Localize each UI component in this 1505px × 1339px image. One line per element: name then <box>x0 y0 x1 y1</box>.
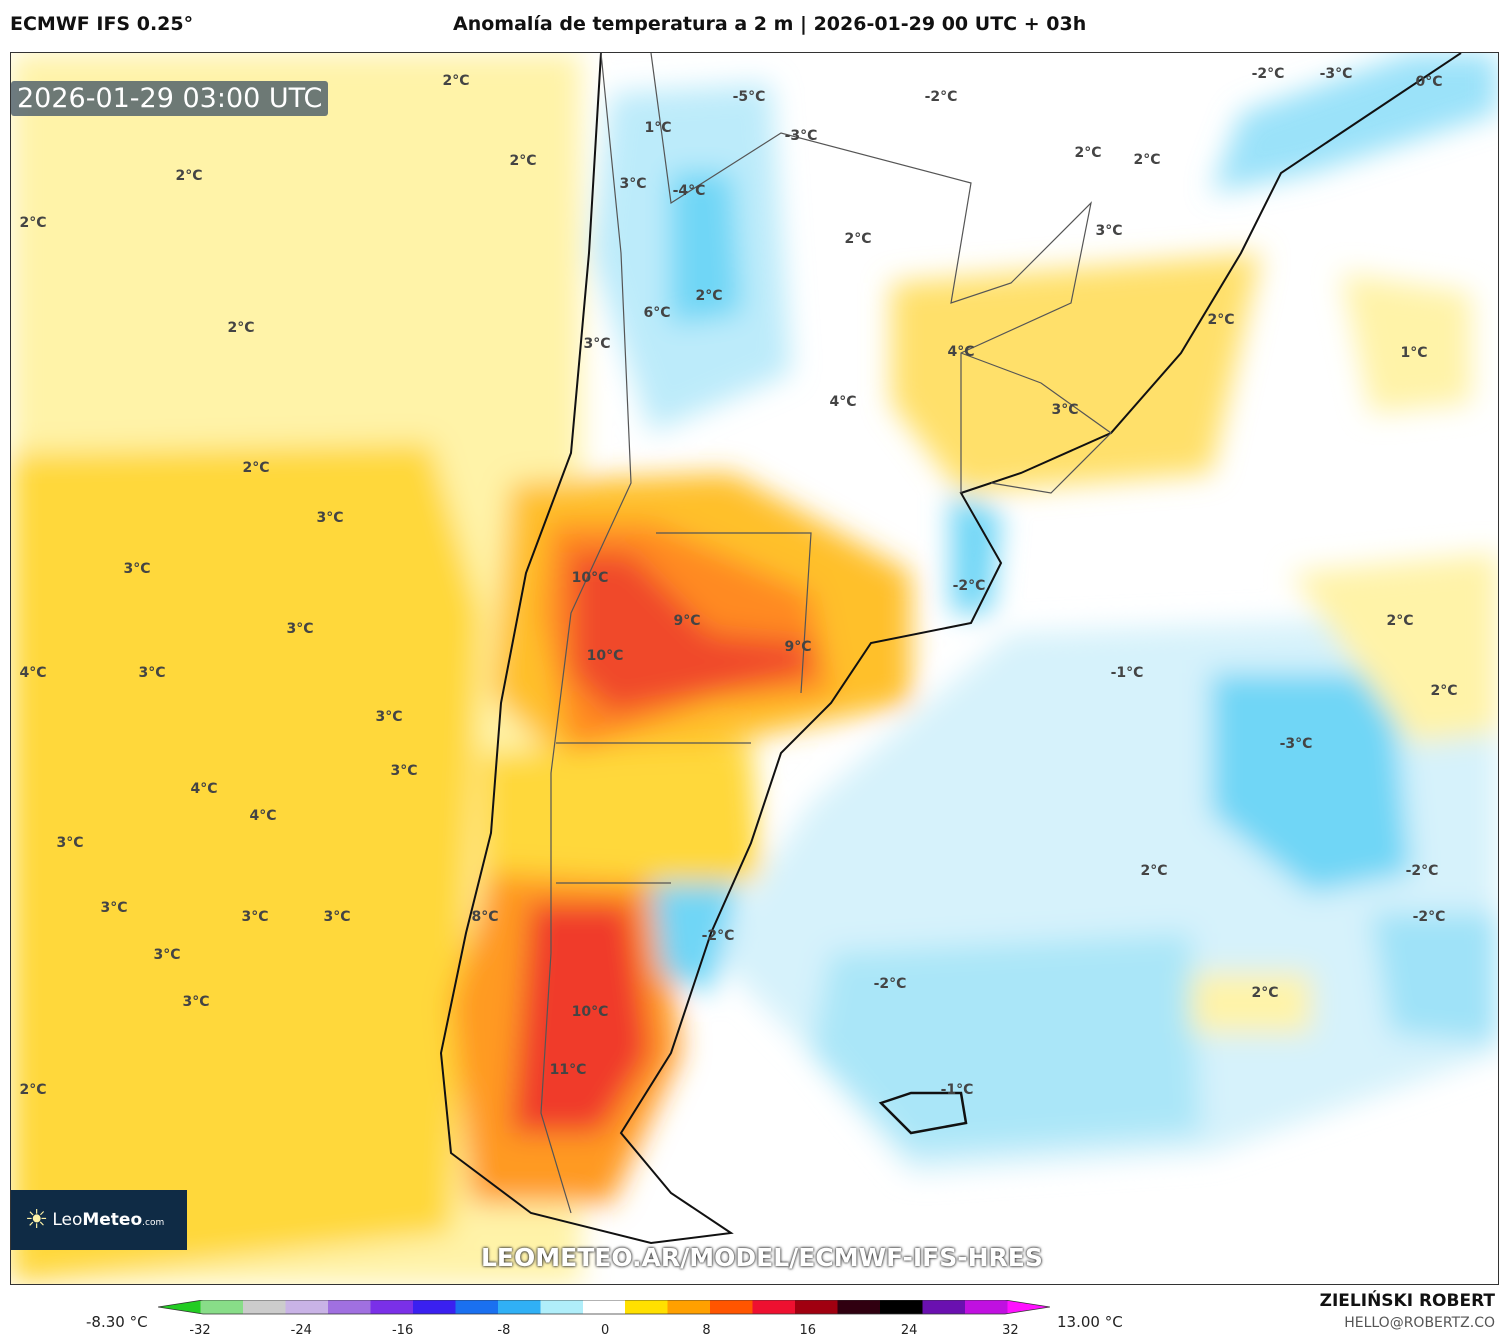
isotherm-label: 3°C <box>56 835 84 851</box>
isotherm-label: 2°C <box>1140 863 1168 879</box>
model-url-watermark: LEOMETEO.AR/MODEL/ECMWF-IFS-HRES <box>481 1243 1043 1272</box>
colorbar-tick: -24 <box>290 1323 312 1338</box>
borders <box>540 53 1112 1214</box>
isotherm-label: 3°C <box>182 994 210 1010</box>
valid-time-badge: 2026-01-29 03:00 UTC <box>11 81 329 116</box>
isotherm-label: -2°C <box>701 928 735 944</box>
isotherm-label: 3°C <box>390 763 418 779</box>
isotherm-label: 6°C <box>643 305 671 321</box>
isotherm-label: 10°C <box>571 570 609 586</box>
isotherm-label: 9°C <box>673 613 701 629</box>
isotherm-label: -5°C <box>732 89 766 105</box>
leometeo-logo[interactable]: ☀ Leo Meteo .com <box>11 1190 187 1250</box>
isotherm-label: 1°C <box>1400 345 1428 361</box>
isotherm-label: 2°C <box>1074 145 1102 161</box>
colorbar-tick: -32 <box>189 1323 211 1338</box>
isotherm-label: 4°C <box>947 344 975 360</box>
isotherm-label: 2°C <box>509 153 537 169</box>
isotherm-label: 8°C <box>471 909 499 925</box>
isotherm-label: 3°C <box>153 947 181 963</box>
colorbar-tick: -16 <box>391 1323 414 1338</box>
isotherm-label: 2°C <box>1251 985 1279 1001</box>
temperature-anomaly-map[interactable]: 2°C 2°C 2°C 2°C 2°C 2°C 3°C 3°C 3°C 4°C 3°C 3°C 3°C 4… <box>10 52 1499 1285</box>
isotherm-label: -2°C <box>952 578 986 594</box>
colorbar-min: -8.30 °C <box>86 1313 148 1331</box>
isotherm-label: 3°C <box>286 621 314 637</box>
isotherm-label: 3°C <box>1095 223 1123 239</box>
isotherm-label: 1°C <box>644 120 672 136</box>
isotherm-label: 3°C <box>316 510 344 526</box>
isotherm-label: 10°C <box>586 648 624 664</box>
isotherm-label: 2°C <box>1430 683 1458 699</box>
isotherm-label: 2°C <box>19 215 47 231</box>
isotherm-label: 2°C <box>1386 613 1414 629</box>
isotherm-label: 11°C <box>549 1062 587 1078</box>
map-title: Anomalía de temperatura a 2 m | 2026-01-… <box>453 13 1087 35</box>
isotherm-label: 3°C <box>100 900 128 916</box>
author: ZIELIŃSKI ROBERT <box>1319 1291 1495 1311</box>
isotherm-label: 2°C <box>1133 152 1161 168</box>
isotherm-label: 3°C <box>375 709 403 725</box>
colorbar-tick: 16 <box>799 1323 817 1338</box>
isotherm-label: 4°C <box>249 808 277 824</box>
colorbar <box>158 1300 1050 1315</box>
isotherm-label: 3°C <box>323 909 351 925</box>
isotherm-label: -4°C <box>672 183 706 199</box>
isotherm-label: -2°C <box>873 976 907 992</box>
isotherm-label: 3°C <box>1051 402 1079 418</box>
colorbar-tick: 8 <box>702 1323 711 1338</box>
isotherm-label: 3°C <box>619 176 647 192</box>
isotherm-label: -2°C <box>1405 863 1439 879</box>
isotherm-label: 3°C <box>138 665 166 681</box>
isotherm-label: 3°C <box>241 909 269 925</box>
map-shading <box>11 53 1498 1284</box>
isotherm-label: 3°C <box>123 561 151 577</box>
isotherm-label: 0°C <box>1415 74 1443 90</box>
colorbar-tick: 32 <box>1002 1323 1019 1338</box>
coastline <box>439 53 1462 1245</box>
isotherm-label: -3°C <box>1319 66 1353 82</box>
isotherm-label: 2°C <box>695 288 723 304</box>
isotherm-label: 2°C <box>227 320 255 336</box>
isotherm-label: 2°C <box>1207 312 1235 328</box>
isotherm-label: 2°C <box>242 460 270 476</box>
isotherm-label: -2°C <box>1251 66 1285 82</box>
isotherm-label: 2°C <box>844 231 872 247</box>
isotherm-label: 2°C <box>19 1082 47 1098</box>
isotherm-label: -3°C <box>1279 736 1313 752</box>
colorbar-tick: 24 <box>900 1323 918 1338</box>
isotherm-label: -1°C <box>940 1082 974 1098</box>
isotherm-label: 10°C <box>571 1004 609 1020</box>
colorbar-tick: 0 <box>601 1323 610 1338</box>
colorbar-tick: -8 <box>497 1323 511 1338</box>
colorbar-max: 13.00 °C <box>1057 1313 1123 1331</box>
isotherm-label: -1°C <box>1110 665 1144 681</box>
isotherm-label: 2°C <box>442 73 470 89</box>
isotherm-label: -2°C <box>1412 909 1446 925</box>
isotherm-label: 4°C <box>829 394 857 410</box>
isotherm-label: 4°C <box>190 781 218 797</box>
isotherm-label: 3°C <box>583 336 611 352</box>
isotherm-label: -2°C <box>924 89 958 105</box>
isotherm-label: -3°C <box>784 128 818 144</box>
isotherm-label: 9°C <box>784 639 812 655</box>
isotherm-label: 4°C <box>19 665 47 681</box>
sun-icon: ☀ <box>25 1205 49 1235</box>
author-email: HELLO@ROBERTZ.CO <box>1344 1315 1495 1331</box>
model-name: ECMWF IFS 0.25° <box>10 13 194 35</box>
isotherm-label: 2°C <box>175 168 203 184</box>
